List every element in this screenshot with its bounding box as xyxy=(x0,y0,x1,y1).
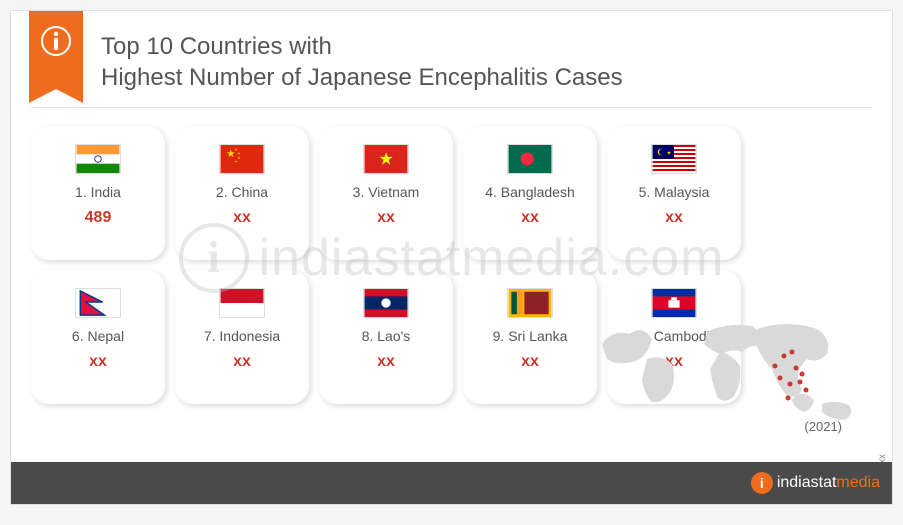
country-label: 8. Lao's xyxy=(319,328,453,345)
country-label: 7. Indonesia xyxy=(175,328,309,345)
country-value: xx xyxy=(463,353,597,371)
flag-icon xyxy=(219,288,265,318)
country-value: xx xyxy=(319,353,453,371)
country-label: 9. Sri Lanka xyxy=(463,328,597,345)
country-value: xx xyxy=(319,209,453,227)
flag-icon xyxy=(363,288,409,318)
svg-text:★: ★ xyxy=(667,149,672,156)
flag-icon: ★ xyxy=(651,144,697,174)
svg-text:★: ★ xyxy=(378,150,393,169)
country-value: xx xyxy=(607,209,741,227)
country-label: 5. Malaysia xyxy=(607,184,741,201)
country-label: 2. China xyxy=(175,184,309,201)
title-block: Top 10 Countries with Highest Number of … xyxy=(101,31,872,93)
footer-logo-icon: i xyxy=(751,472,773,494)
title-line-2: Highest Number of Japanese Encephalitis … xyxy=(101,62,872,93)
flag-icon xyxy=(75,288,121,318)
divider xyxy=(31,107,872,108)
flag-icon: ★ xyxy=(363,144,409,174)
country-value: 489 xyxy=(31,209,165,227)
infographic-container: Top 10 Countries with Highest Number of … xyxy=(10,10,893,505)
country-card: ★ 3. Vietnam xx xyxy=(319,126,453,260)
info-icon xyxy=(40,25,72,57)
flag-icon xyxy=(507,288,553,318)
country-card: 4. Bangladesh xx xyxy=(463,126,597,260)
title-line-1: Top 10 Countries with xyxy=(101,31,872,62)
country-value: xx xyxy=(175,209,309,227)
country-card: 1. India 489 xyxy=(31,126,165,260)
flag-icon xyxy=(75,144,121,174)
footer-brand: indiastatmedia xyxy=(777,474,880,492)
country-label: 4. Bangladesh xyxy=(463,184,597,201)
info-ribbon xyxy=(29,11,83,89)
country-card: 8. Lao's xx xyxy=(319,270,453,404)
country-label: 1. India xyxy=(31,184,165,201)
country-value: xx xyxy=(31,353,165,371)
country-card: 7. Indonesia xx xyxy=(175,270,309,404)
country-card: 9. Sri Lanka xx xyxy=(463,270,597,404)
footer-logo: i indiastatmedia xyxy=(751,472,880,494)
year-label: (2021) xyxy=(804,419,842,434)
country-card: ★ 5. Malaysia xx xyxy=(607,126,741,260)
flag-icon: ★★★★★ xyxy=(219,144,265,174)
footer-bar: i indiastatmedia xyxy=(11,462,892,504)
country-label: 3. Vietnam xyxy=(319,184,453,201)
country-label: 6. Nepal xyxy=(31,328,165,345)
flag-icon xyxy=(507,144,553,174)
country-value: xx xyxy=(175,353,309,371)
country-card: 6. Nepal xx xyxy=(31,270,165,404)
country-value: xx xyxy=(463,209,597,227)
country-card: ★★★★★ 2. China xx xyxy=(175,126,309,260)
